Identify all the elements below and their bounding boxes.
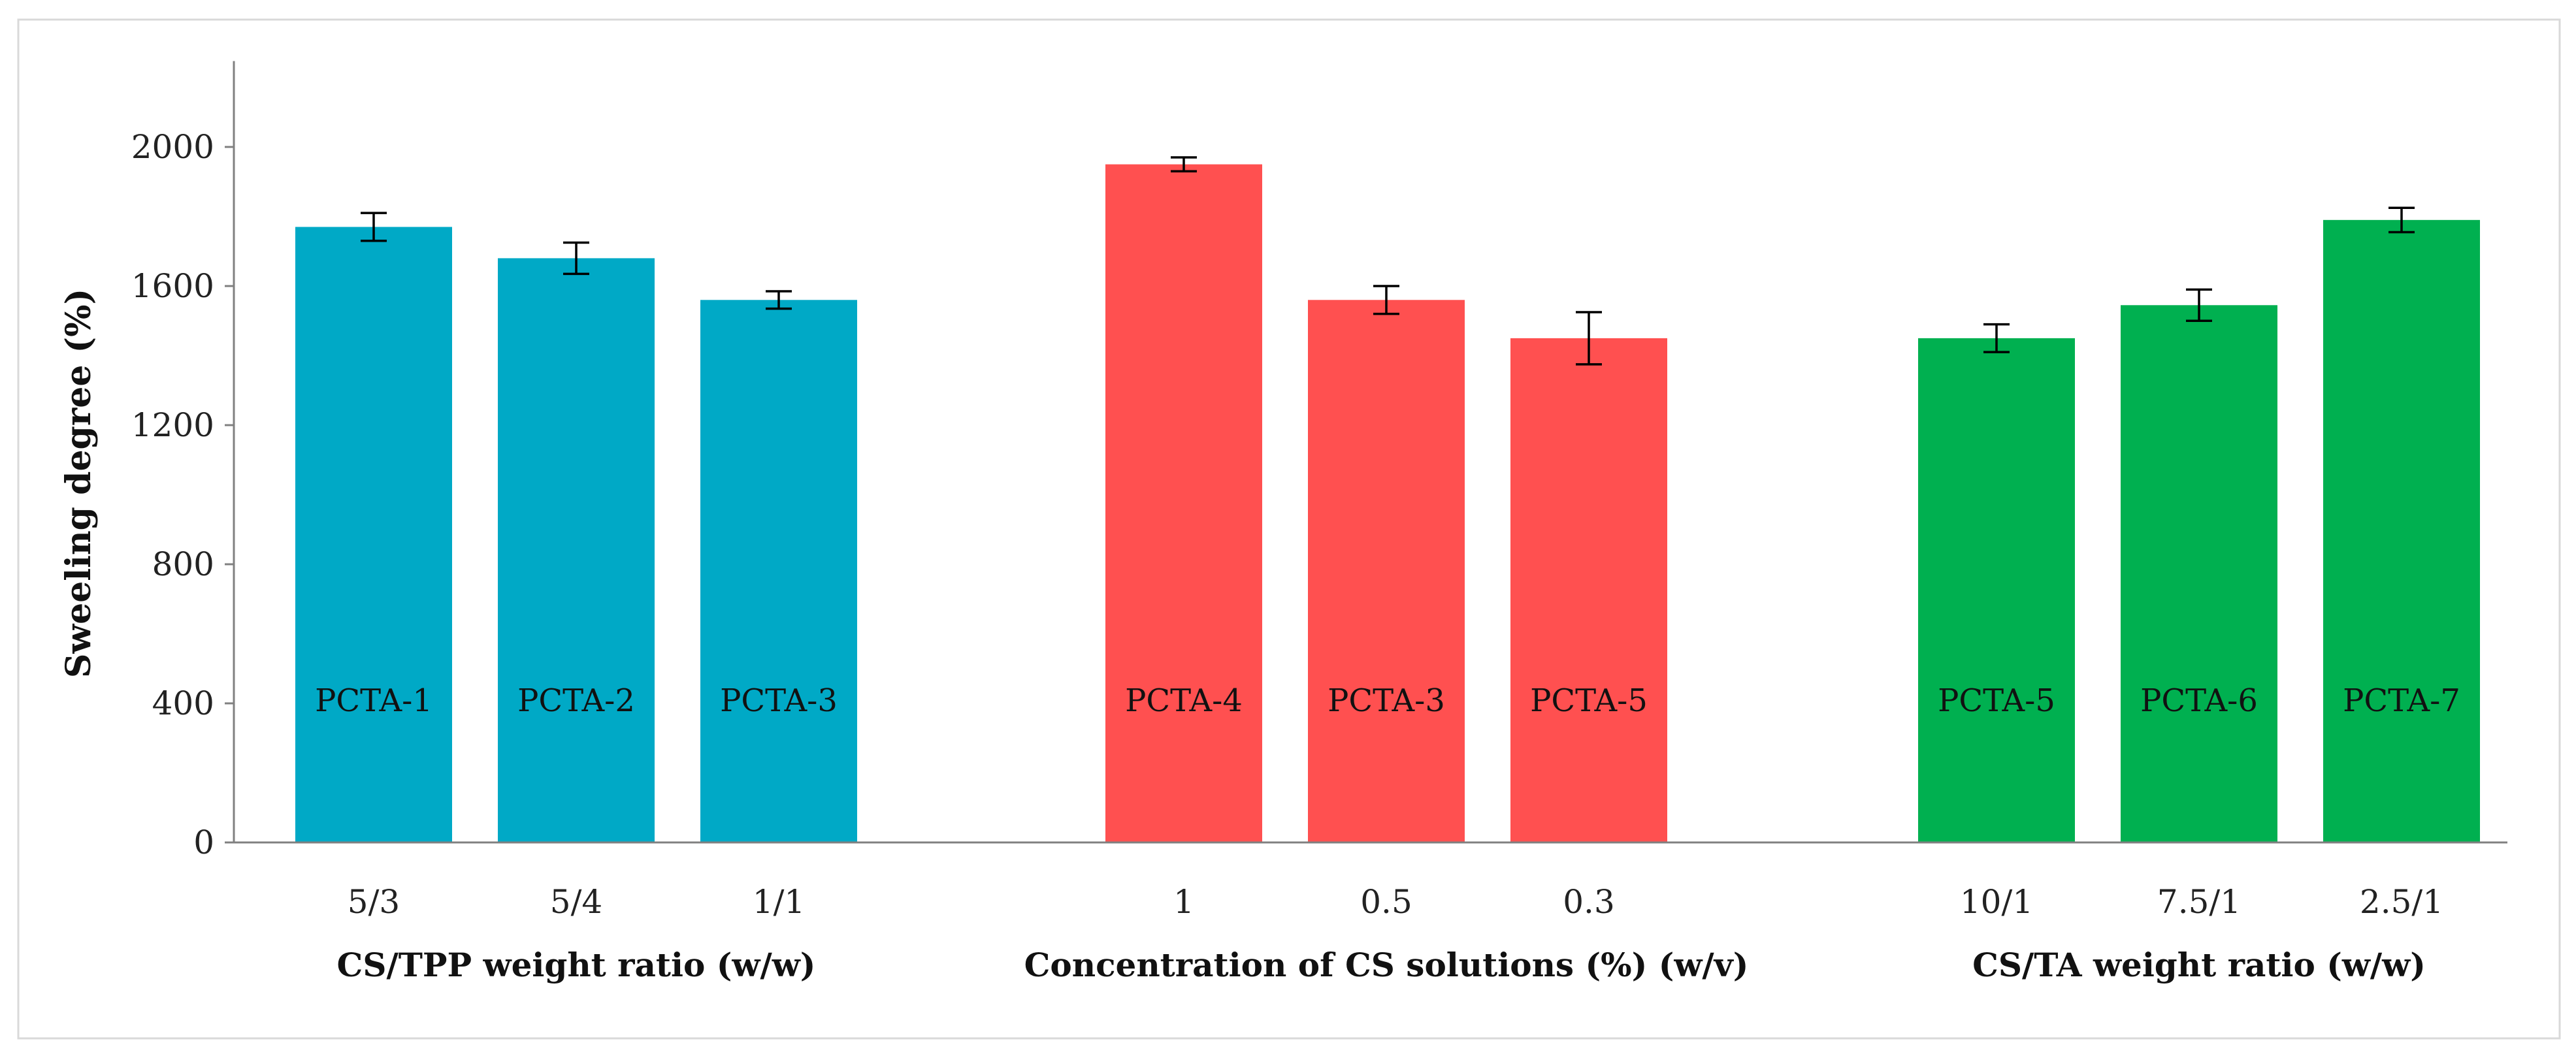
x-tick-label: 1 [1173,883,1194,921]
y-axis-title: Sweeling degree (%) [59,289,99,678]
x-tick-label: 1/1 [753,883,805,921]
x-tick-label: 10/1 [1960,883,2033,921]
group-axis-label: CS/TA weight ratio (w/w) [1972,946,2426,984]
x-tick-label: 2.5/1 [2360,883,2443,921]
y-tick-label: 2000 [131,128,214,166]
x-tick-label: 0.3 [1563,883,1615,921]
bar [700,300,857,842]
x-tick-label: 0.5 [1360,883,1412,921]
y-tick-label: 1200 [131,406,214,444]
bar-sample-label: PCTA-7 [2343,682,2460,719]
axes-layer: 0 400 800 1200 1600 2000 5/3 5/4 1/1 CS/TPP weigh… [131,61,2507,984]
bar-sample-label: PCTA-5 [1530,682,1648,719]
y-tick-label: 0 [193,824,214,861]
bar-sample-label: PCTA-4 [1125,682,1243,719]
bar-sample-label: PCTA-2 [517,682,635,719]
bar [2323,219,2480,842]
bar [2121,305,2277,843]
bar-sample-label: PCTA-5 [1938,682,2055,719]
x-tick-label: 5/4 [550,883,602,921]
bar [1308,300,1465,842]
bar-sample-label: PCTA-3 [720,682,838,719]
bar-sample-label: PCTA-3 [1328,682,1445,719]
group-axis-label: CS/TPP weight ratio (w/w) [337,946,816,984]
x-tick-label: 7.5/1 [2157,883,2241,921]
bars-layer: PCTA-1 PCTA-2 PCTA-3 PCTA-4 PCTA-3 PCTA-5 PCTA… [295,156,2480,843]
bar [1510,338,1667,842]
bar [498,258,655,842]
bar [1105,164,1262,842]
bar-sample-label: PCTA-1 [315,682,432,719]
group-axis-label: Concentration of CS solutions (%) (w/v) [1024,946,1749,984]
y-tick-label: 1600 [131,267,214,305]
y-tick-label: 400 [152,684,214,722]
bar-sample-label: PCTA-6 [2140,682,2258,719]
x-tick-label: 5/3 [348,883,400,921]
bar [1918,338,2075,842]
y-tick-label: 800 [152,545,214,583]
bar [295,227,452,843]
